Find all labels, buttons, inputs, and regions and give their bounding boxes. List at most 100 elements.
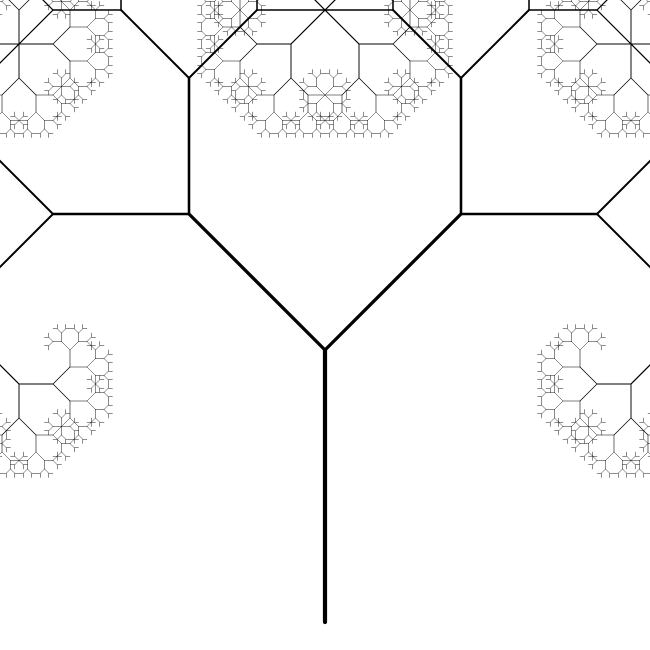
tree-branch [316,128,321,134]
tree-branch [74,94,79,100]
tree-branch [443,1,449,6]
tree-branch [52,116,58,121]
tree-branch [210,9,215,15]
tree-branch [103,14,109,19]
tree-branch [244,94,249,100]
tree-branch [57,73,62,79]
tree-branch [61,328,66,334]
tree-branch [48,341,54,346]
tree-branch [18,9,54,45]
tree-branch [204,0,207,2]
tree-branch [401,9,411,19]
tree-branch [329,128,334,134]
tree-branch [23,128,28,134]
tree-branch [235,82,241,87]
tree-branch [95,417,100,423]
tree-branch [375,111,385,121]
tree-branch [235,86,241,91]
tree-branch [1,0,4,2]
tree-branch [214,52,224,62]
tree-branch [103,371,109,376]
tree-branch [431,43,436,49]
tree-branch [14,116,20,121]
tree-branch [44,128,49,134]
tree-branch [91,383,96,389]
tree-branch [103,392,109,397]
tree-branch [431,5,436,11]
tree-branch [409,9,419,19]
tree-branch [231,77,241,87]
tree-branch [443,18,449,23]
tree-branch [392,26,411,45]
tree-branch [95,379,100,385]
tree-branch [103,388,109,393]
tree-branch [358,120,364,125]
tree-branch [52,94,62,104]
tree-branch [48,337,54,342]
tree-branch [397,73,402,79]
tree-branch [295,128,300,134]
tree-branch [256,1,262,6]
tree-branch [256,18,262,23]
tree-branch [324,94,334,104]
tree-branch [214,39,219,45]
tree-branch [69,422,75,427]
tree-branch [231,1,241,11]
tree-branch [61,94,66,100]
tree-branch [48,422,54,427]
tree-branch [69,86,75,91]
tree-branch [392,86,402,96]
tree-branch [91,417,96,423]
tree-branch [18,120,24,125]
tree-branch [414,94,419,100]
tree-branch [48,1,54,6]
tree-branch [210,43,215,49]
tree-branch [388,14,394,19]
tree-branch [435,77,440,83]
tree-branch [333,73,338,79]
tree-branch [290,120,296,125]
tree-branch [214,9,219,15]
tree-branch [1,426,7,431]
tree-branch [52,456,58,461]
tree-branch [42,0,54,11]
tree-branch [69,99,75,104]
tree-branch [401,1,411,11]
tree-branch [248,111,253,117]
tree-branch [103,52,109,57]
tree-branch [418,26,423,32]
tree-branch [69,0,72,2]
tree-branch [290,9,326,45]
tree-branch [426,60,436,70]
tree-branch [324,9,360,45]
tree-branch [443,52,449,57]
tree-branch [95,43,100,49]
tree-branch [231,9,241,19]
tree-branch [290,77,309,96]
tree-branch [8,0,20,11]
tree-branch [316,73,321,79]
tree-branch [48,82,54,87]
tree-branch [78,434,83,440]
tree-branch [1,77,20,96]
tree-branch [214,0,217,2]
tree-branch [18,116,24,121]
tree-branch [397,111,402,117]
tree-branch [316,111,321,117]
tree-branch [52,426,62,436]
tree-branch [363,128,368,134]
tree-branch [443,65,449,70]
tree-branch [1,111,11,121]
tree-branch [1,417,20,436]
tree-branch [86,337,92,342]
tree-branch [210,39,215,45]
tree-branch [256,14,262,19]
tree-branch [103,48,109,53]
tree-branch [358,116,364,121]
tree-branch [273,77,292,96]
tree-branch [282,128,287,134]
tree-branch [86,0,89,2]
tree-branch [443,14,449,19]
tree-branch [61,111,66,117]
tree-branch [201,18,207,23]
